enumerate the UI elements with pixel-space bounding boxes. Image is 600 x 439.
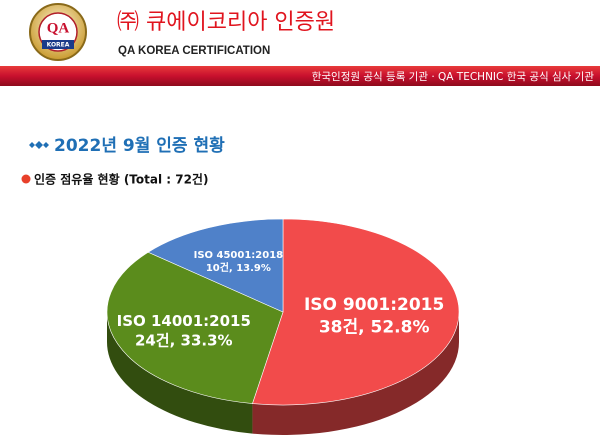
logo: QA KOREA bbox=[29, 3, 87, 61]
chart-title: 2022년 9월 인증 현황 bbox=[54, 136, 225, 156]
company-name: ㈜ 큐에이코리아 인증원 bbox=[117, 10, 335, 35]
logo-text: QA bbox=[47, 20, 70, 36]
subtitle-bullet bbox=[21, 174, 31, 184]
bullet-icon bbox=[29, 136, 49, 151]
slice-side bbox=[252, 312, 459, 435]
slice-value-label: 38건, 52.8% bbox=[319, 317, 430, 337]
chart-subtitle: 인증 점유율 현황 (Total : 72건) bbox=[34, 172, 208, 187]
slice-value-label: 24건, 33.3% bbox=[135, 331, 233, 349]
slice bbox=[252, 218, 460, 406]
slice-label: ISO 14001:2015 bbox=[117, 312, 251, 330]
slice bbox=[147, 218, 284, 313]
slice-label: ISO 45001:2018 bbox=[194, 250, 284, 261]
logo-subtext: KOREA bbox=[47, 42, 70, 49]
slice-label: ISO 9001:2015 bbox=[304, 295, 444, 315]
company-name-en: QA KOREA CERTIFICATION bbox=[118, 45, 270, 57]
logo-ribbon bbox=[42, 40, 74, 49]
slice-side bbox=[107, 312, 253, 434]
slice bbox=[106, 251, 284, 404]
tagline: 한국인정원 공식 등록 기관 · QA TECHNIC 한국 공식 심사 기관 bbox=[312, 71, 595, 83]
slice-value-label: 10건, 13.9% bbox=[206, 261, 271, 274]
header-bar bbox=[0, 66, 600, 86]
